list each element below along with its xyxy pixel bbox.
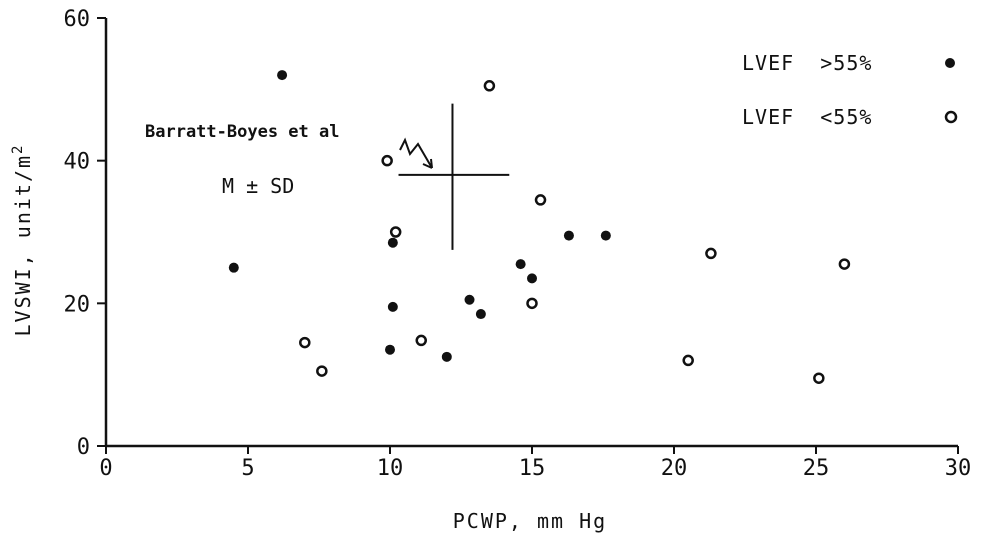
reference-annotation: Barratt-Boyes et al M ± SD — [145, 122, 433, 198]
y-axis-label-superscript: 2 — [10, 144, 26, 154]
x-tick-label: 30 — [945, 456, 972, 481]
x-axis-label: PCWP, mm Hg — [453, 509, 607, 533]
reference-cross — [398, 103, 510, 250]
y-axis-label: LVSWI, unit/m2 — [10, 144, 35, 337]
data-points — [228, 70, 851, 384]
y-axis-label-main: LVSWI, unit/m — [11, 154, 35, 337]
data-point-filled — [600, 230, 611, 241]
data-point-open — [381, 154, 393, 167]
reference-sublabel: M ± SD — [222, 174, 294, 198]
reference-label: Barratt-Boyes et al — [145, 122, 339, 142]
data-point-filled — [475, 309, 486, 320]
data-point-open — [682, 354, 694, 367]
y-tick-label: 0 — [77, 435, 90, 460]
data-point-open — [534, 194, 547, 206]
data-point-open — [299, 336, 311, 349]
y-tick-label: 40 — [64, 150, 91, 175]
legend-filled-circle-icon — [945, 58, 955, 68]
data-point-filled — [228, 262, 239, 273]
data-point-filled — [563, 230, 574, 241]
y-tick-label: 60 — [64, 7, 91, 32]
x-tick-label: 0 — [99, 456, 112, 481]
data-point-open — [526, 297, 538, 310]
x-tick-label: 10 — [377, 456, 404, 481]
data-point-filled — [387, 237, 398, 248]
data-point-open — [813, 372, 825, 384]
data-point-open — [838, 258, 851, 270]
data-point-open — [415, 334, 427, 347]
data-point-filled — [527, 273, 537, 284]
axes — [104, 18, 958, 448]
x-tick-label: 15 — [519, 456, 546, 481]
data-point-filled — [515, 259, 526, 270]
data-point-filled — [464, 294, 475, 305]
legend: LVEF >55% LVEF <55% — [742, 51, 958, 129]
data-point-filled — [385, 344, 395, 355]
data-point-open — [389, 226, 402, 238]
annotation-arrow-icon — [399, 137, 433, 169]
data-point-filled — [277, 70, 288, 81]
annotation-arrowhead-icon — [422, 158, 433, 169]
data-point-filled — [441, 351, 452, 362]
x-tick-label: 25 — [803, 456, 830, 481]
legend-label-low: LVEF <55% — [742, 105, 872, 129]
data-point-open — [483, 80, 496, 92]
data-point-open — [705, 247, 717, 260]
data-point-filled — [387, 301, 398, 312]
legend-label-high: LVEF >55% — [742, 51, 872, 75]
legend-open-circle-icon — [944, 110, 958, 124]
x-tick-label: 20 — [661, 456, 688, 481]
x-tick-label: 5 — [241, 456, 254, 481]
y-tick-label: 20 — [64, 292, 91, 317]
data-point-open — [316, 365, 328, 377]
axis-ticks: 0 5 10 15 20 25 30 0 20 40 60 — [64, 7, 972, 481]
